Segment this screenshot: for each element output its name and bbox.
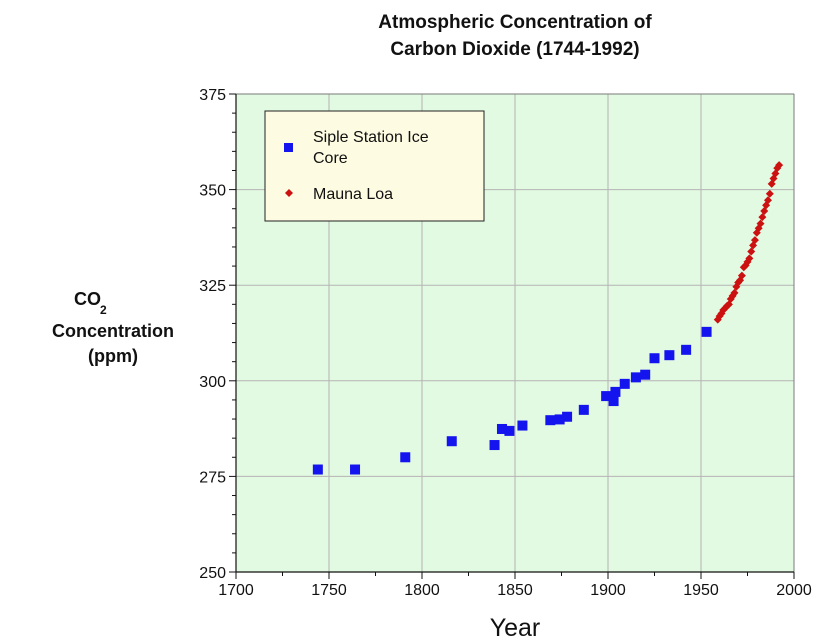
y-axis-label-co: CO [74, 289, 101, 309]
data-point-siple [517, 420, 528, 431]
legend: Siple Station Ice Core Mauna Loa [264, 110, 485, 222]
x-tick-label: 1700 [218, 582, 254, 599]
data-point-mauna-loa [750, 236, 759, 245]
data-point-mauna-loa [763, 196, 772, 205]
data-point-siple [701, 326, 712, 337]
data-point-siple [649, 353, 660, 364]
legend-marker-siple [284, 143, 293, 152]
data-point-siple [664, 350, 675, 361]
y-axis-label-subscript: 2 [100, 303, 107, 317]
data-point-siple [562, 411, 573, 422]
data-point-mauna-loa [765, 189, 774, 198]
y-tick-label: 375 [199, 87, 226, 104]
legend-label-siple-line2: Core [313, 150, 348, 167]
legend-label-siple-line1: Siple Station Ice [313, 129, 429, 146]
data-point-mauna-loa [737, 271, 746, 280]
legend-marker-mauna-loa [285, 189, 293, 197]
data-point-siple [545, 415, 556, 426]
data-point-mauna-loa [730, 288, 739, 297]
x-tick-label: 1950 [683, 582, 719, 599]
x-axis-label: Year [490, 614, 541, 641]
legend-label-mauna-loa: Mauna Loa [313, 186, 393, 203]
data-point-siple [489, 440, 500, 451]
data-point-siple [610, 386, 621, 397]
data-point-siple [640, 369, 651, 380]
data-point-mauna-loa [745, 254, 754, 263]
data-point-mauna-loa [756, 219, 765, 228]
data-point-siple [554, 414, 565, 425]
x-tick-label: 1850 [497, 582, 533, 599]
data-point-siple [504, 425, 515, 436]
data-point-siple [601, 391, 612, 402]
data-point-siple [681, 344, 692, 355]
data-point-siple [446, 436, 457, 447]
data-point-mauna-loa [747, 247, 756, 256]
data-point-siple [630, 372, 641, 383]
legend-box [264, 110, 485, 222]
y-tick-label: 250 [199, 565, 226, 582]
x-tick-label: 1750 [311, 582, 347, 599]
y-axis-label-line3: (ppm) [88, 346, 138, 366]
chart-title-line1: Atmospheric Concentration of [378, 12, 652, 33]
y-axis-label-line2: Concentration [52, 321, 174, 341]
data-point-siple [608, 396, 619, 407]
data-point-siple [496, 423, 507, 434]
data-point-siple [619, 378, 630, 389]
y-tick-label: 325 [199, 278, 226, 295]
data-point-siple [312, 464, 323, 475]
chart-title-line2: Carbon Dioxide (1744-1992) [390, 39, 639, 60]
data-point-siple [400, 452, 411, 463]
y-tick-label: 350 [199, 183, 226, 200]
data-point-siple [350, 464, 361, 475]
data-points [312, 161, 784, 475]
axis-ticks: 1700 1750 1800 1850 1900 1950 2000 250 275 300 325… [199, 87, 812, 599]
y-tick-label: 275 [199, 469, 226, 486]
data-point-mauna-loa [758, 213, 767, 222]
x-tick-label: 2000 [776, 582, 812, 599]
data-point-mauna-loa [775, 161, 784, 170]
data-point-siple [578, 404, 589, 415]
x-tick-label: 1800 [404, 582, 440, 599]
y-tick-label: 300 [199, 374, 226, 391]
x-tick-label: 1900 [590, 582, 626, 599]
